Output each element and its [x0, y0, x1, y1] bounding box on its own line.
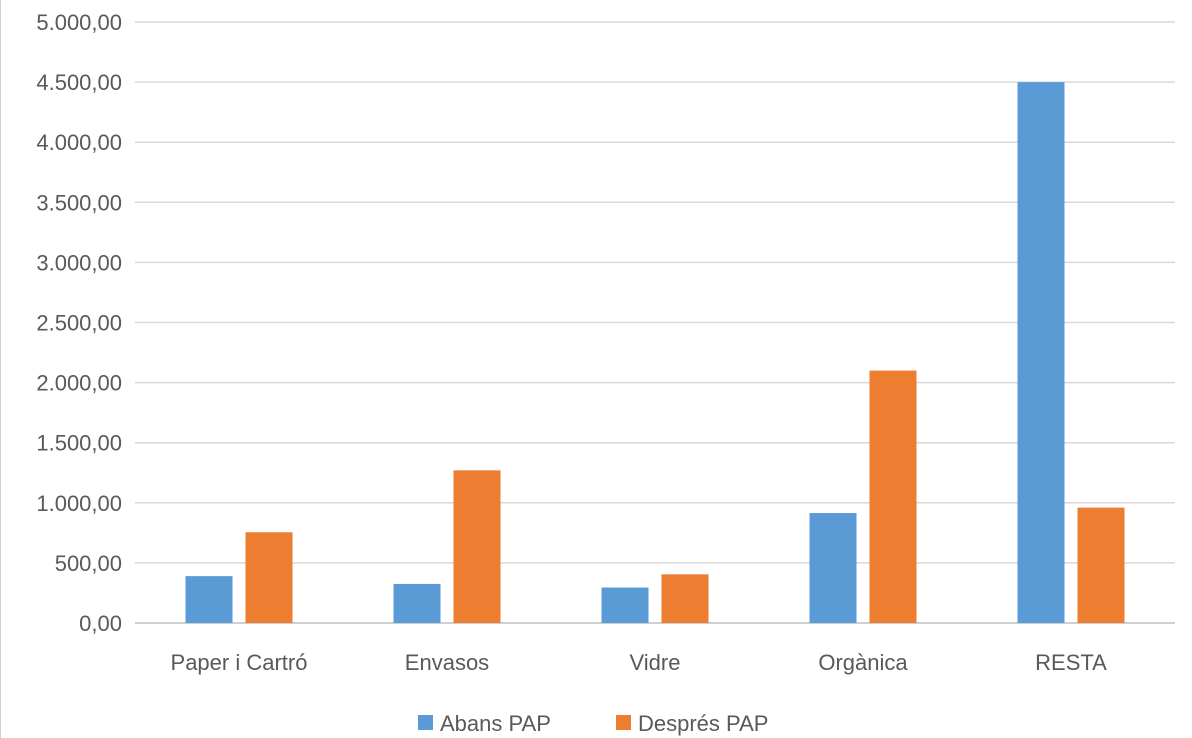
y-tick-label: 4.500,00 — [36, 70, 122, 95]
y-tick-label: 5.000,00 — [36, 10, 122, 35]
bar-abans-pap — [809, 513, 857, 623]
x-category-label: RESTA — [1035, 650, 1107, 675]
y-tick-label: 1.000,00 — [36, 491, 122, 516]
x-category-label: Vidre — [630, 650, 681, 675]
bar-despres-pap — [1077, 507, 1125, 623]
bar-despres-pap — [453, 470, 501, 623]
y-tick-label: 2.000,00 — [36, 371, 122, 396]
bar-abans-pap — [1017, 82, 1065, 624]
bar-abans-pap — [601, 587, 649, 623]
legend-label: Després PAP — [638, 711, 768, 736]
x-axis-categories: Paper i Cartró Envasos Vidre Orgànica RESTA — [171, 650, 1108, 675]
y-tick-label: 2.500,00 — [36, 311, 122, 336]
y-tick-label: 500,00 — [55, 551, 122, 576]
y-tick-label: 0,00 — [79, 611, 122, 636]
x-category-label: Orgànica — [818, 650, 908, 675]
y-tick-label: 3.500,00 — [36, 190, 122, 215]
bar-abans-pap — [185, 576, 233, 623]
bar-despres-pap — [869, 370, 917, 623]
legend-label: Abans PAP — [440, 711, 551, 736]
bar-abans-pap — [393, 583, 441, 623]
legend-swatch — [418, 715, 433, 730]
legend-swatch — [616, 715, 631, 730]
legend: Abans PAP Després PAP — [418, 711, 768, 736]
bar-despres-pap — [245, 532, 293, 623]
bars — [185, 82, 1125, 624]
bar-despres-pap — [661, 574, 709, 623]
y-tick-label: 4.000,00 — [36, 130, 122, 155]
y-tick-label: 1.500,00 — [36, 431, 122, 456]
chart-frame-edge — [0, 0, 9, 738]
x-category-label: Envasos — [405, 650, 489, 675]
gridlines — [135, 21, 1175, 624]
y-axis-ticks: 0,00 500,00 1.000,00 1.500,00 2.000,00 2.500,… — [36, 10, 122, 636]
x-category-label: Paper i Cartró — [171, 650, 308, 675]
y-tick-label: 3.000,00 — [36, 250, 122, 275]
